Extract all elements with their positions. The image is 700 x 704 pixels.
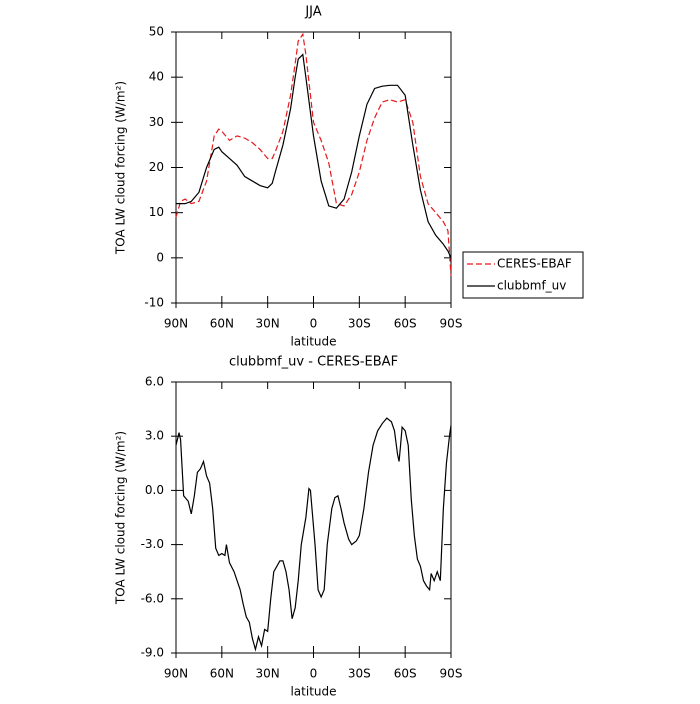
y-tick-label: 40 [149, 70, 164, 84]
x-tick-label: 90N [164, 317, 188, 331]
y-tick-label: 10 [149, 205, 164, 219]
x-tick-label: 90N [164, 667, 188, 681]
x-tick-label: 60N [210, 317, 234, 331]
x-tick-label: 90S [440, 667, 463, 681]
x-tick-label: 30S [348, 317, 371, 331]
x-axis-label: latitude [290, 685, 336, 699]
plot-frame [175, 381, 452, 654]
chart-title: JJA [304, 5, 321, 20]
x-tick-label: 30N [256, 317, 280, 331]
x-tick-label: 30S [348, 667, 371, 681]
y-tick-label: 20 [149, 160, 164, 174]
line-series [176, 53, 452, 259]
y-tick-label: -10 [144, 296, 164, 310]
plot-frame [175, 31, 452, 304]
y-axis-label: TOA LW cloud forcing (W/m²) [114, 81, 128, 255]
y-tick-label: 50 [149, 25, 164, 39]
x-axis-label: latitude [290, 335, 336, 349]
line-series [175, 32, 452, 276]
y-tick-label: -3.0 [141, 537, 164, 551]
y-tick-label: 0 [156, 250, 164, 264]
x-tick-label: 90S [440, 317, 463, 331]
x-tick-label: 0 [310, 317, 318, 331]
x-tick-label: 60S [394, 317, 417, 331]
legend-label: clubbmf_uv [497, 279, 566, 293]
x-tick-label: 60N [210, 667, 234, 681]
line-series [175, 417, 452, 652]
legend-label: CERES-EBAF [497, 257, 572, 271]
y-tick-label: 30 [149, 115, 164, 129]
y-axis-label: TOA LW cloud forcing (W/m²) [114, 431, 128, 605]
y-tick-label: 3.0 [145, 429, 164, 443]
y-tick-label: 0.0 [145, 483, 164, 497]
y-tick-label: -9.0 [141, 646, 164, 660]
x-tick-label: 30N [256, 667, 280, 681]
y-tick-label: -6.0 [141, 591, 164, 605]
x-tick-label: 60S [394, 667, 417, 681]
chart-title: clubbmf_uv - CERES-EBAF [229, 355, 398, 370]
x-tick-label: 0 [310, 667, 318, 681]
y-tick-label: 6.0 [145, 375, 164, 389]
legend-box [462, 251, 584, 299]
